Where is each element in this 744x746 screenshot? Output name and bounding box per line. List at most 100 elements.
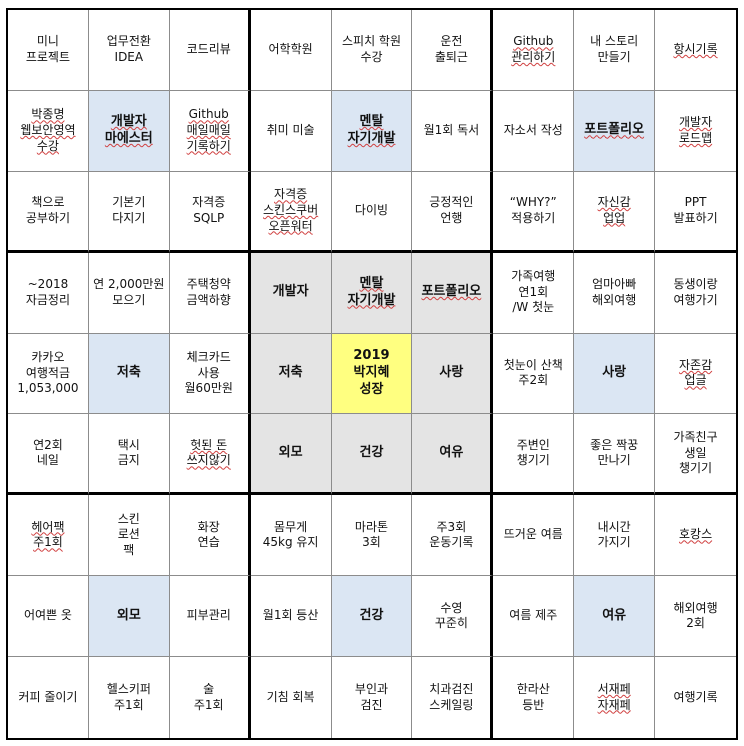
goal-cell-r1-c2: Github 매일매일 기록하기 — [169, 90, 251, 172]
goal-cell-r6-c2: 화장 연습 — [169, 495, 251, 577]
goal-cell-r3-c6: 가족여행 연1회 /W 첫눈 — [493, 252, 575, 334]
goal-text: 몸무게 45kg 유지 — [262, 519, 319, 550]
goal-text: 여유 — [439, 444, 464, 460]
goal-text: 건강 — [359, 607, 384, 623]
goal-text: 스피치 학원 수강 — [341, 34, 401, 64]
goal-text: 사랑 — [439, 365, 464, 381]
goal-cell-r2-c7: 자신감 업업 — [574, 171, 656, 253]
goal-cell-r1-c3: 취미 미술 — [250, 90, 332, 172]
goal-text: PPT 발표하기 — [673, 195, 718, 225]
goal-cell-r5-c0: 연2회 네일 — [8, 414, 89, 496]
goal-text: 개발자 마에스터 — [104, 113, 153, 146]
goal-text: 택시 금지 — [117, 437, 140, 468]
goal-cell-r4-c5: 사랑 — [412, 333, 494, 415]
goal-cell-r8-c8: 여행기록 — [655, 657, 736, 738]
goal-cell-r1-c4: 멘탈 자기개발 — [331, 90, 413, 172]
goal-text: 첫눈이 산책 주2회 — [503, 357, 563, 388]
goal-cell-r0-c8: 항시기록 — [655, 10, 736, 91]
goal-text: 여행기록 — [673, 689, 718, 704]
goal-text: 좋은 짝꿍 만나기 — [590, 437, 639, 468]
goal-text: ~2018 자금정리 — [25, 277, 71, 307]
goal-cell-r2-c4: 다이빙 — [331, 171, 413, 253]
goal-cell-r1-c5: 월1회 독서 — [412, 90, 494, 172]
goal-cell-r0-c1: 업무전환 IDEA — [88, 10, 170, 91]
goal-cell-r6-c8: 호캉스 — [655, 495, 736, 577]
goal-cell-r0-c4: 스피치 학원 수강 — [331, 10, 413, 91]
goal-cell-r2-c5: 긍정적인 언행 — [412, 171, 494, 253]
goal-cell-r2-c0: 책으로 공부하기 — [8, 171, 89, 253]
goal-cell-r5-c5: 여유 — [412, 414, 494, 496]
goal-text: Github 매일매일 기록하기 — [186, 107, 231, 153]
goal-text: 뜨거운 여름 — [503, 527, 563, 542]
goal-text: 어학학원 — [268, 42, 313, 57]
goal-cell-r5-c8: 가족친구 생일 챙기기 — [655, 414, 736, 496]
goal-cell-r2-c2: 자격증 SQLP — [169, 171, 251, 253]
goal-cell-r1-c1: 개발자 마에스터 — [88, 90, 170, 172]
goal-text: 스킨 로션 팩 — [117, 511, 140, 558]
goal-cell-r8-c1: 헬스키퍼 주1회 — [89, 657, 170, 738]
goal-cell-r1-c6: 자소서 작성 — [493, 90, 575, 172]
goal-cell-r7-c4: 건강 — [331, 576, 413, 658]
goal-text: 서재페 자재페 — [597, 681, 631, 712]
goal-cell-r6-c7: 내시간 가지기 — [574, 495, 656, 577]
goal-cell-r0-c5: 운전 출퇴근 — [412, 10, 494, 91]
goal-cell-r5-c3: 외모 — [250, 414, 332, 496]
goal-cell-r3-c3: 개발자 — [250, 252, 332, 334]
goal-cell-r4-c3: 저축 — [250, 333, 332, 415]
goal-cell-r7-c3: 월1회 등산 — [250, 576, 332, 658]
goal-text: 외모 — [278, 444, 303, 460]
goal-text: 여유 — [602, 607, 627, 623]
goal-text: 치과검진 스케일링 — [429, 681, 474, 712]
goal-cell-r7-c1: 외모 — [88, 576, 170, 658]
goal-text: 업무전환 IDEA — [106, 34, 151, 64]
goal-text: 연 2,000만원 모으기 — [93, 277, 165, 307]
goal-cell-r7-c2: 피부관리 — [169, 576, 251, 658]
goal-text: 내 스토리 만들기 — [590, 34, 639, 64]
goal-cell-r4-c8: 자존감 업글 — [655, 334, 736, 415]
goal-cell-r6-c0: 헤어팩 주1회 — [8, 495, 89, 577]
goal-cell-r5-c1: 택시 금지 — [88, 414, 170, 496]
goal-cell-r0-c0: 미니 프로젝트 — [8, 10, 89, 91]
goal-cell-r4-c1: 저축 — [88, 333, 170, 415]
goal-text: 내시간 가지기 — [597, 519, 631, 550]
goal-cell-r6-c5: 주3회 운동기록 — [412, 495, 494, 577]
goal-text: 박종명 웹보안영역 수강 — [20, 107, 76, 153]
goal-cell-r4-c2: 체크카드 사용 월60만원 — [169, 333, 251, 415]
goal-text: 다이빙 — [354, 202, 389, 217]
goal-cell-r7-c6: 여름 제주 — [493, 576, 575, 658]
goal-text: 호캉스 — [678, 527, 713, 542]
goal-cell-r8-c3: 기침 회복 — [251, 657, 332, 738]
goal-cell-r1-c0: 박종명 웹보안영역 수강 — [8, 90, 89, 172]
goal-text: 커피 줄이기 — [18, 689, 78, 704]
goal-text: 저축 — [278, 365, 303, 381]
goal-text: 한라산 등반 — [516, 681, 550, 712]
mandalart-grid: 미니 프로젝트 업무전환 IDEA 코드리뷰 어학학원 스피치 학원 수강 운전 출퇴근 G… — [6, 8, 738, 740]
goal-text: 기침 회복 — [266, 689, 315, 704]
goal-text: 헤어팩 주1회 — [31, 519, 65, 550]
goal-text: 개발자 — [272, 284, 309, 300]
goal-cell-r2-c6: “WHY?” 적용하기 — [493, 171, 575, 253]
goal-text: 수영 꾸준히 — [434, 600, 468, 631]
goal-text: 마라톤 3회 — [354, 519, 389, 550]
goal-text: 헬스키퍼 주1회 — [106, 681, 151, 712]
goal-text: 자존감 업글 — [678, 357, 713, 388]
goal-text: 건강 — [359, 444, 384, 460]
goal-text: 카카오 여행적금 1,053,000 — [17, 350, 79, 396]
goal-text: 월1회 독서 — [423, 123, 480, 138]
goal-text: 부인과 검진 — [354, 681, 389, 712]
goal-cell-r8-c6: 한라산 등반 — [493, 657, 575, 738]
goal-cell-r3-c5: 포트폴리오 — [412, 252, 494, 334]
goal-cell-r0-c2: 코드리뷰 — [169, 10, 251, 91]
goal-cell-r0-c6: Github 관리하기 — [493, 10, 575, 91]
goal-cell-r3-c8: 동생이랑 여행가기 — [655, 253, 736, 334]
goal-text: 미니 프로젝트 — [25, 34, 71, 64]
goal-cell-r3-c1: 연 2,000만원 모으기 — [88, 252, 170, 334]
goal-text: 취미 미술 — [266, 123, 315, 138]
goal-cell-r4-c7: 사랑 — [574, 333, 656, 415]
goal-cell-r5-c6: 주변인 챙기기 — [493, 414, 575, 496]
goal-cell-r8-c4: 부인과 검진 — [332, 657, 413, 738]
goal-text: 동생이랑 여행가기 — [673, 277, 718, 307]
goal-text: Github 관리하기 — [511, 34, 556, 64]
goal-text: 주3회 운동기록 — [429, 519, 474, 550]
goal-cell-r7-c0: 어여쁜 옷 — [8, 576, 89, 658]
